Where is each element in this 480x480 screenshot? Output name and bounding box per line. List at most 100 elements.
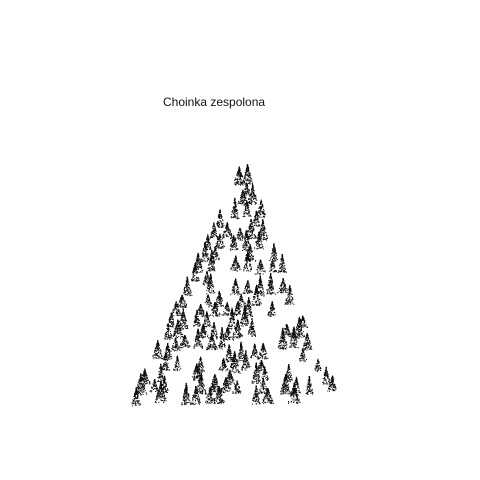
small-tree xyxy=(241,350,251,371)
small-tree xyxy=(230,255,241,272)
small-tree xyxy=(252,385,261,405)
small-tree xyxy=(213,233,226,250)
small-tree xyxy=(254,259,266,275)
small-tree xyxy=(154,381,167,404)
small-tree xyxy=(233,227,245,241)
small-tree xyxy=(131,387,141,407)
small-tree xyxy=(172,319,184,339)
small-tree xyxy=(230,197,240,220)
small-tree xyxy=(230,278,241,296)
small-tree xyxy=(251,284,262,306)
small-tree xyxy=(140,368,151,385)
small-tree xyxy=(201,311,212,328)
small-tree xyxy=(225,370,235,385)
small-tree xyxy=(204,294,213,308)
small-tree xyxy=(209,322,218,340)
small-tree xyxy=(252,210,261,227)
small-tree xyxy=(301,333,313,351)
small-tree xyxy=(267,301,276,317)
small-tree xyxy=(173,355,182,372)
small-tree xyxy=(170,337,181,352)
small-tree xyxy=(262,388,274,405)
small-tree xyxy=(305,376,314,395)
small-tree xyxy=(197,323,209,339)
small-tree xyxy=(134,373,148,396)
small-tree xyxy=(280,374,292,395)
small-tree xyxy=(194,373,207,395)
small-tree xyxy=(179,334,191,349)
small-tree xyxy=(193,328,203,349)
small-tree xyxy=(269,243,279,262)
small-tree xyxy=(244,244,257,262)
small-tree xyxy=(256,199,266,218)
small-tree xyxy=(261,366,269,381)
small-tree xyxy=(152,340,164,360)
small-tree xyxy=(177,308,189,330)
small-tree xyxy=(194,304,207,318)
small-tree xyxy=(237,189,250,207)
small-tree xyxy=(229,235,239,251)
small-tree xyxy=(247,318,256,337)
small-tree xyxy=(202,270,211,286)
small-tree xyxy=(163,323,173,341)
small-tree xyxy=(322,366,331,385)
small-tree xyxy=(157,363,165,383)
small-tree xyxy=(206,333,218,351)
small-tree xyxy=(314,358,322,372)
small-tree xyxy=(269,258,277,273)
small-tree xyxy=(250,343,260,360)
small-tree xyxy=(160,375,169,394)
small-tree xyxy=(232,319,244,339)
small-tree xyxy=(206,273,216,295)
small-tree xyxy=(257,343,269,360)
small-tree xyxy=(287,382,301,404)
small-tree xyxy=(227,307,237,330)
small-tree xyxy=(232,380,242,395)
small-tree xyxy=(190,386,201,405)
small-tree xyxy=(242,280,253,295)
plot-title: Choinka zespolona xyxy=(163,95,266,109)
small-tree xyxy=(284,285,295,305)
small-tree xyxy=(254,231,264,250)
small-tree xyxy=(219,377,231,394)
small-tree xyxy=(181,382,192,406)
small-tree xyxy=(222,222,233,240)
small-tree xyxy=(209,247,220,261)
small-tree xyxy=(292,376,301,394)
small-tree xyxy=(242,230,251,252)
small-tree xyxy=(218,327,226,350)
small-tree xyxy=(221,302,233,316)
small-tree xyxy=(239,306,250,327)
small-tree xyxy=(200,242,210,262)
small-tree xyxy=(209,222,219,241)
small-tree xyxy=(246,219,257,240)
small-tree xyxy=(213,386,225,405)
small-tree xyxy=(288,326,299,349)
small-tree xyxy=(193,309,201,327)
small-tree xyxy=(149,379,160,393)
small-tree xyxy=(166,312,175,328)
small-tree xyxy=(242,164,253,185)
small-tree xyxy=(233,166,246,186)
small-tree xyxy=(176,294,187,308)
small-tree xyxy=(277,254,287,273)
small-tree xyxy=(208,302,221,317)
small-tree xyxy=(266,273,277,295)
small-tree xyxy=(258,378,269,395)
small-tree xyxy=(257,219,268,241)
small-tree xyxy=(191,263,200,282)
small-tree xyxy=(233,301,241,316)
small-tree xyxy=(218,358,229,372)
small-tree xyxy=(247,184,258,205)
small-tree xyxy=(183,276,193,297)
small-tree xyxy=(243,252,252,272)
small-tree xyxy=(205,387,216,404)
small-tree xyxy=(251,362,262,384)
small-tree xyxy=(216,209,225,229)
small-tree xyxy=(277,327,288,350)
small-tree xyxy=(256,275,265,297)
small-tree xyxy=(236,341,245,363)
small-tree xyxy=(277,278,288,294)
small-tree xyxy=(242,200,252,218)
